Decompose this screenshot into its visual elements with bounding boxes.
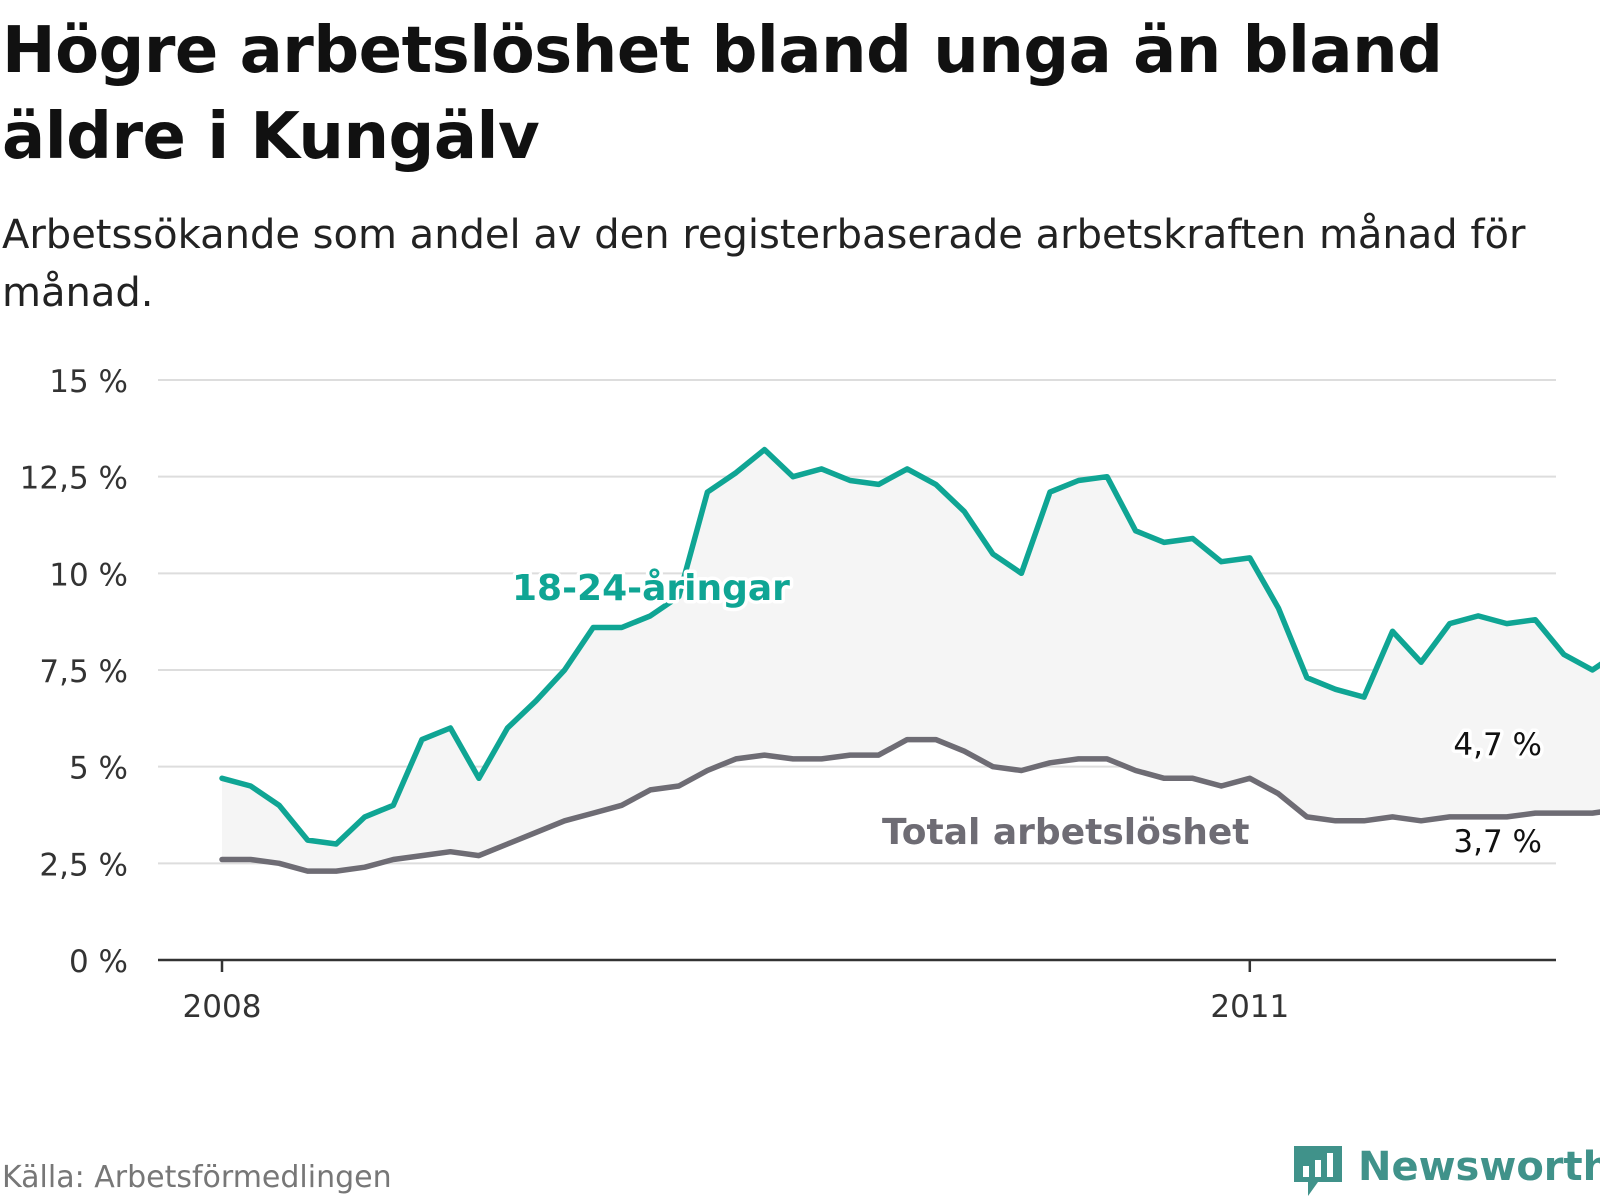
y-tick-label: 12,5 % xyxy=(20,461,128,497)
y-tick-label: 7,5 % xyxy=(39,654,128,690)
chart-title: Högre arbetslöshet bland unga än bland ä… xyxy=(2,14,1443,174)
chart-subtitle: Arbetssökande som andel av den registerb… xyxy=(2,212,1526,316)
x-tick-label: 2008 xyxy=(183,989,262,1025)
y-tick-label: 15 % xyxy=(49,364,128,400)
series-lines xyxy=(219,446,1600,874)
bar-chart-speech-bubble-icon xyxy=(1294,1146,1342,1196)
y-tick-label: 2,5 % xyxy=(39,847,128,883)
brand-name: Newsworthy xyxy=(1358,1144,1600,1190)
y-tick-label: 10 % xyxy=(49,557,128,593)
source-note: Källa: Arbetsförmedlingen xyxy=(2,1160,392,1195)
youth-series-label: 18-24-åringar xyxy=(512,568,790,609)
youth-end-value: 4,7 % xyxy=(1453,727,1542,763)
y-tick-label: 5 % xyxy=(69,751,128,787)
youth-line xyxy=(219,446,1600,847)
total-line xyxy=(219,736,1600,874)
series-labels: 18-24-åringar Total arbetslöshet 4,7 % 3,7 … xyxy=(509,565,1546,864)
x-tick-label: 2011 xyxy=(1210,989,1289,1025)
total-end-value: 3,7 % xyxy=(1453,824,1542,860)
total-series-label: Total arbetslöshet xyxy=(882,812,1250,853)
line-chart: 0 % 2,5 % 5 % 7,5 % 10 % 12,5 % 15 % 2008 2011 2… xyxy=(20,364,1600,1025)
x-axis: 20082011201520192022 xyxy=(158,958,1556,1025)
gap-band xyxy=(222,449,1600,872)
y-tick-label: 0 % xyxy=(69,944,128,980)
y-axis-labels: 0 % 2,5 % 5 % 7,5 % 10 % 12,5 % 15 % xyxy=(20,364,128,980)
